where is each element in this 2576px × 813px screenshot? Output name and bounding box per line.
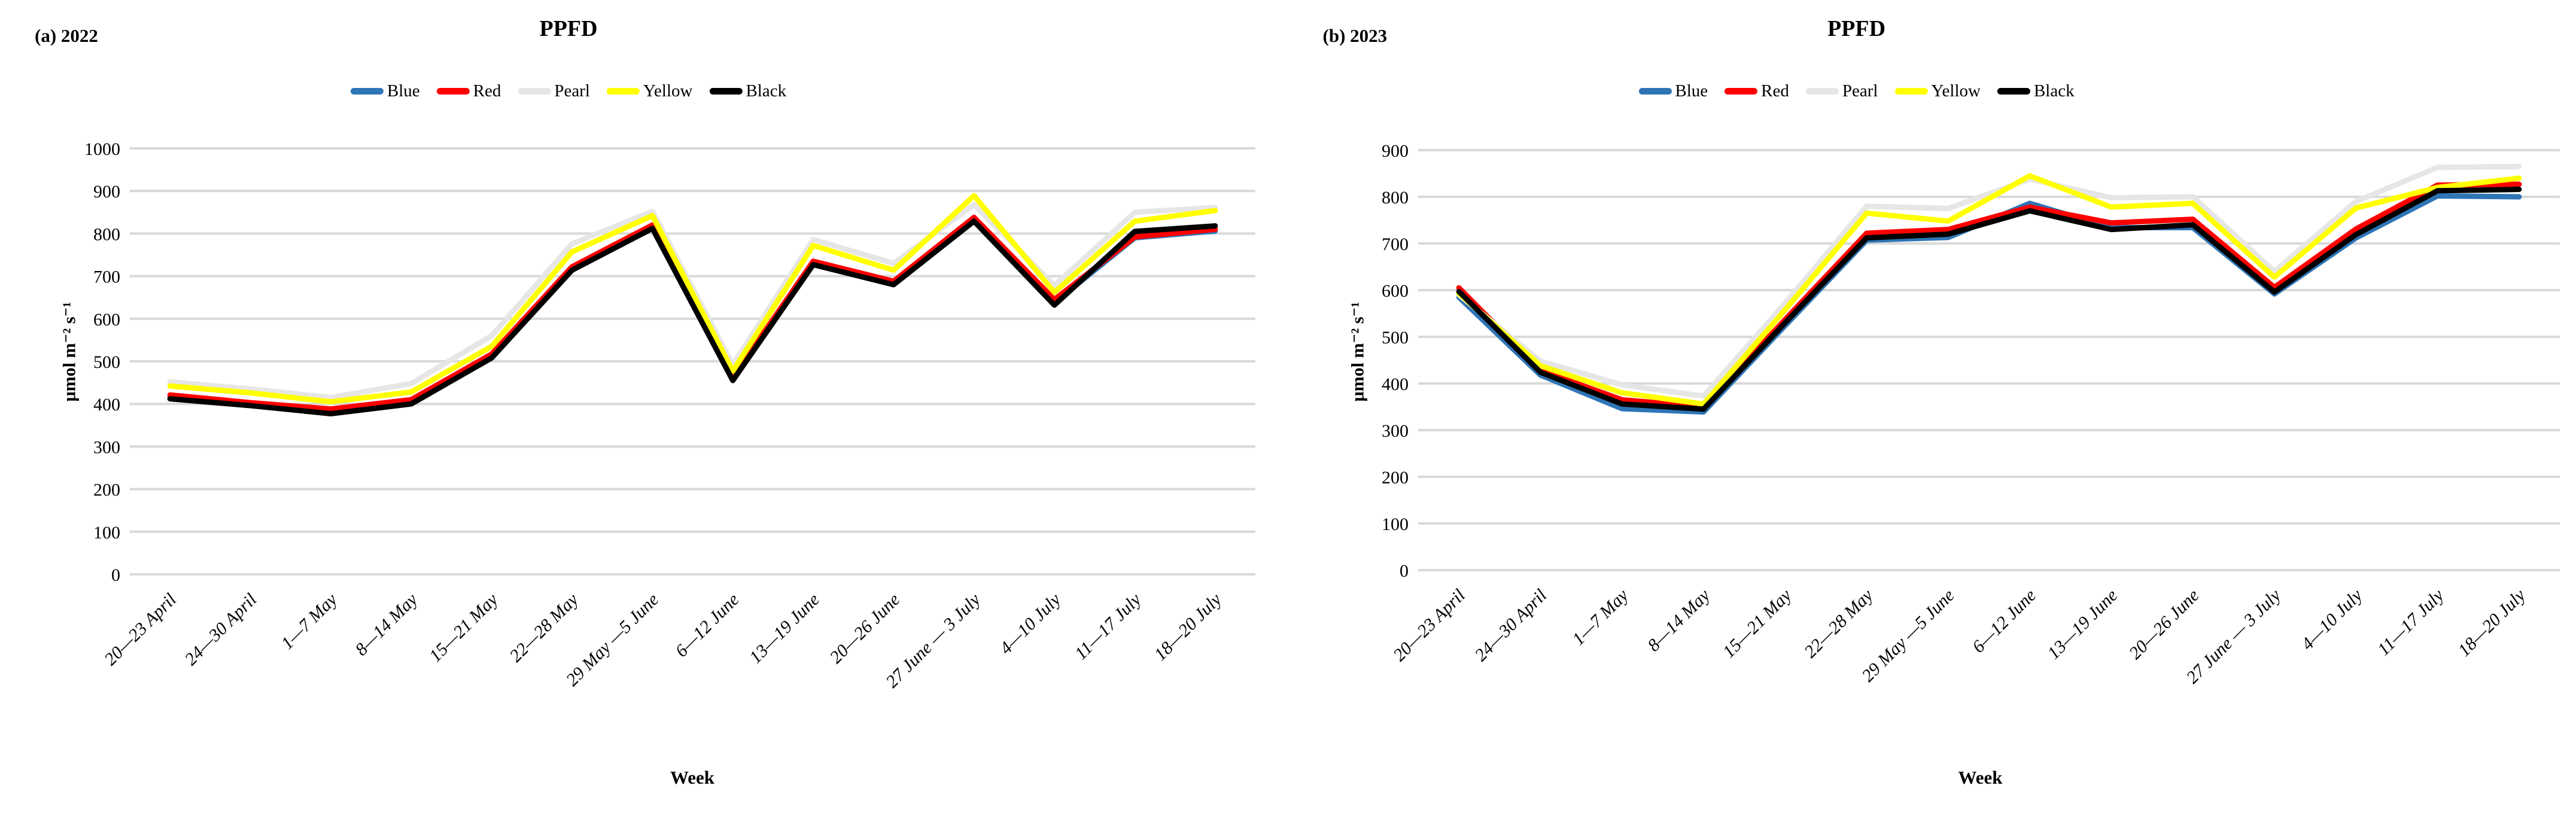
legend-item-black: Black [1997, 81, 2075, 101]
y-tick-label: 900 [93, 182, 120, 202]
legend-swatch-yellow [1894, 88, 1928, 95]
legend-swatch-black [709, 88, 743, 95]
y-tick-label: 1000 [84, 139, 120, 159]
x-tick-label: 15—21 May [425, 589, 502, 666]
series-line-blue [167, 217, 1218, 415]
series-line-red [1456, 181, 2522, 410]
legend-swatch-pearl [518, 88, 551, 95]
x-tick-label: 8—14 May [351, 589, 421, 659]
y-tick-label: 300 [1382, 421, 1409, 441]
y-tick-label: 400 [93, 395, 120, 415]
x-tick-label: 1—7 May [277, 589, 341, 653]
legend-item-yellow: Yellow [606, 81, 693, 101]
legend-label-blue: Blue [387, 81, 420, 101]
x-tick-label: 11—17 July [2373, 585, 2447, 659]
series-line-black [1456, 187, 2522, 412]
y-tick-label: 800 [1382, 188, 1409, 208]
legend-label-red: Red [1761, 81, 1789, 101]
x-tick-label: 20—26 June [826, 590, 904, 668]
legend-item-red: Red [1725, 81, 1789, 101]
legend-item-red: Red [436, 81, 501, 101]
legend-item-yellow: Yellow [1894, 81, 1981, 101]
legend-2022: Blue Red Pearl Yellow Black [350, 81, 786, 101]
chart-panel-2022: 0 100 200 300 400 500 600 700 800 900 1000 20—23 Ap… [35, 16, 1255, 788]
x-tick-label: 24—30 April [181, 590, 260, 669]
series-line-yellow [1456, 173, 2522, 407]
x-tick-label: 6—12 June [671, 590, 743, 661]
x-axis-title-2023: Week [1958, 767, 2003, 788]
legend-label-black: Black [2033, 81, 2075, 101]
y-tick-label: 500 [93, 352, 120, 372]
legend-item-blue: Blue [1638, 81, 1708, 101]
series-line-black [167, 218, 1218, 417]
y-tick-label: 900 [1382, 141, 1409, 161]
panel-label-a: (a) 2022 [35, 25, 98, 46]
x-tick-label: 20—23 April [101, 590, 180, 669]
series-line-pearl [1456, 163, 2522, 399]
y-tick-label: 500 [1382, 328, 1409, 348]
x-tick-label: 11—17 July [1071, 589, 1145, 663]
legend-swatch-pearl [1805, 88, 1839, 95]
y-axis-title-2022: μmol m⁻² s⁻¹ [59, 302, 80, 402]
legend-item-black: Black [709, 81, 786, 101]
legend-label-yellow: Yellow [1931, 81, 1981, 101]
x-tick-label: 22—28 May [1800, 585, 1877, 662]
series-line-yellow [167, 193, 1218, 405]
y-axis-title-2023: μmol m⁻² s⁻¹ [1348, 302, 1367, 402]
x-tick-label: 13—19 June [746, 590, 823, 668]
legend-label-yellow: Yellow [643, 81, 693, 101]
x-tick-label: 8—14 May [1643, 585, 1713, 655]
legend-label-pearl: Pearl [554, 81, 590, 101]
y-tick-label: 700 [1382, 235, 1409, 254]
chart-panel-2023: 0 100 200 300 400 500 600 700 800 900 20—23 April 2… [1288, 0, 2576, 813]
y-tick-label: 800 [93, 224, 120, 244]
y-tick-label: 200 [93, 480, 120, 500]
x-tick-label: 18—20 July [2454, 585, 2529, 660]
y-tick-label: 600 [1382, 281, 1409, 301]
legend-item-pearl: Pearl [518, 81, 590, 101]
legend-swatch-black [1997, 88, 2030, 95]
x-tick-label: 20—23 April [1389, 586, 1468, 665]
legend-item-pearl: Pearl [1805, 81, 1878, 101]
legend-swatch-yellow [606, 88, 640, 95]
legend-2023: Blue Red Pearl Yellow Black [1638, 81, 2075, 101]
y-tick-label: 600 [93, 310, 120, 330]
legend-item-blue: Blue [350, 81, 420, 101]
chart-title-2023: PPFD [1827, 16, 1886, 41]
series-line-red [167, 214, 1218, 412]
chart-title-2022: PPFD [539, 16, 598, 41]
y-tick-label: 100 [93, 523, 120, 543]
x-tick-label: 13—19 June [2043, 586, 2121, 663]
legend-swatch-red [436, 88, 470, 95]
legend-swatch-blue [350, 88, 384, 95]
y-tick-label: 700 [93, 267, 120, 287]
legend-label-black: Black [746, 81, 787, 101]
x-tick-label: 15—21 May [1719, 585, 1795, 662]
x-tick-label: 20—26 June [2125, 586, 2203, 663]
panel-label-b: (b) 2023 [1322, 25, 1388, 46]
x-tick-label: 24—30 April [1471, 586, 1550, 665]
x-tick-label: 18—20 July [1151, 589, 1226, 665]
y-tick-label: 100 [1382, 514, 1409, 534]
legend-label-pearl: Pearl [1842, 81, 1878, 101]
legend-label-red: Red [473, 81, 501, 101]
legend-swatch-red [1725, 88, 1758, 95]
x-tick-label: 4—10 July [2297, 585, 2366, 654]
y-tick-label: 400 [1382, 374, 1409, 394]
y-tick-label: 0 [111, 565, 120, 585]
x-tick-label: 4—10 July [996, 589, 1065, 658]
x-axis-title-2022: Week [670, 767, 715, 788]
y-tick-label: 300 [93, 437, 120, 457]
y-tick-label: 0 [1400, 561, 1409, 581]
plot-area-2022: 0 100 200 300 400 500 600 700 800 900 1000 20—23 Ap… [84, 139, 1255, 692]
x-tick-label: 1—7 May [1568, 585, 1632, 649]
x-tick-label: 6—12 June [1968, 586, 2039, 657]
x-tick-label: 22—28 May [506, 589, 582, 666]
legend-label-blue: Blue [1675, 81, 1708, 101]
legend-swatch-blue [1638, 88, 1672, 95]
y-tick-label: 200 [1382, 468, 1409, 488]
